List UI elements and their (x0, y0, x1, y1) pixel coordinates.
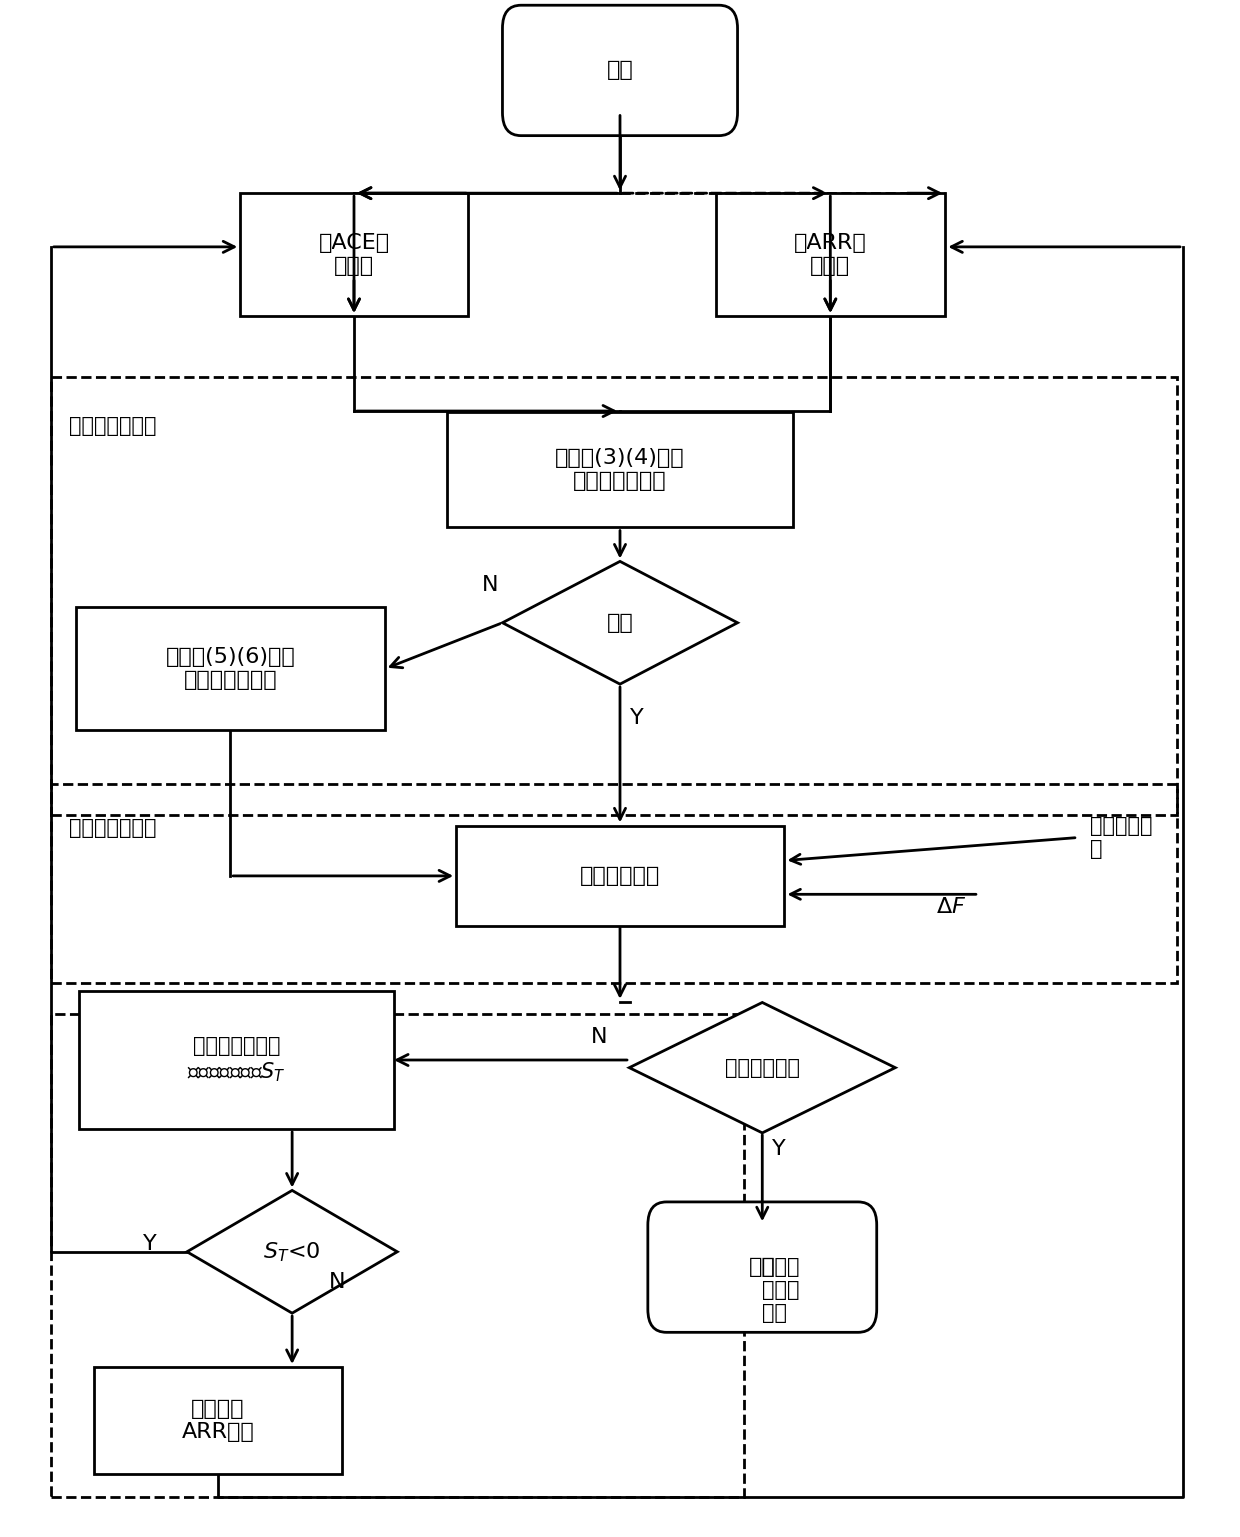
Text: 有解: 有解 (606, 613, 634, 633)
Text: $\Delta F$: $\Delta F$ (936, 896, 966, 916)
Text: 功率扰动预
测: 功率扰动预 测 (1090, 816, 1153, 859)
FancyBboxPatch shape (239, 194, 469, 317)
Text: 功率优化分配层: 功率优化分配层 (69, 415, 157, 435)
Text: 计算调频信号分
配模式切换时机$S_T$: 计算调频信号分 配模式切换时机$S_T$ (187, 1036, 285, 1084)
Text: Y: Y (143, 1234, 156, 1254)
Text: 按ARR信
号分配: 按ARR信 号分配 (794, 234, 867, 277)
FancyBboxPatch shape (76, 607, 384, 730)
Polygon shape (502, 561, 738, 684)
Bar (51, 377, 1177, 815)
Text: 频率优化控制层: 频率优化控制层 (69, 818, 157, 838)
Polygon shape (187, 1191, 397, 1313)
FancyBboxPatch shape (94, 1366, 342, 1474)
Text: 求解式(5)(6)所示
的二次规划问题: 求解式(5)(6)所示 的二次规划问题 (165, 647, 295, 690)
FancyBboxPatch shape (715, 194, 945, 317)
Text: 结束: 结束 (749, 1257, 776, 1277)
FancyBboxPatch shape (502, 5, 738, 135)
Text: 分配模
式切换
时机: 分配模 式切换 时机 (763, 1257, 800, 1323)
Text: 切换到按
ARR分配: 切换到按 ARR分配 (181, 1399, 254, 1442)
Text: Y: Y (630, 709, 644, 729)
Text: 模型预测控制: 模型预测控制 (580, 865, 660, 885)
Text: 开始: 开始 (606, 60, 634, 80)
Text: 按ACE信
号分配: 按ACE信 号分配 (319, 234, 389, 277)
FancyBboxPatch shape (456, 825, 784, 925)
Bar (51, 784, 1177, 984)
Text: N: N (482, 575, 498, 595)
Text: Y: Y (773, 1139, 786, 1159)
Text: 求解式(3)(4)所示
的二次规划问题: 求解式(3)(4)所示 的二次规划问题 (556, 447, 684, 490)
Text: N: N (330, 1273, 346, 1293)
Polygon shape (629, 1002, 895, 1133)
FancyBboxPatch shape (78, 991, 394, 1130)
Text: 完成调频过程: 完成调频过程 (725, 1057, 800, 1077)
FancyBboxPatch shape (446, 412, 794, 527)
FancyBboxPatch shape (647, 1202, 877, 1333)
Text: N: N (591, 1027, 608, 1047)
Bar (51, 1014, 744, 1497)
Text: $S_T$<0: $S_T$<0 (263, 1240, 321, 1263)
